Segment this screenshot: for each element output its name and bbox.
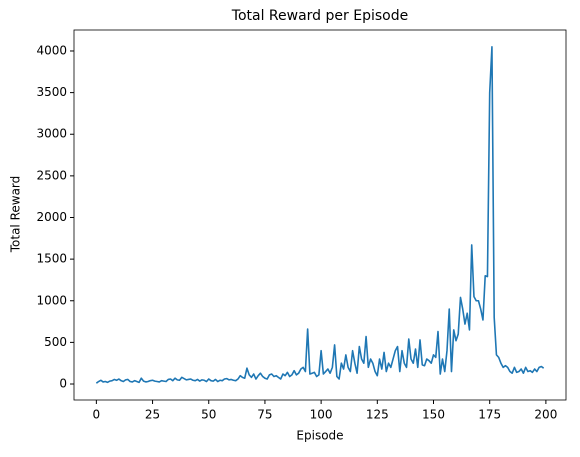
- y-tick-label: 0: [59, 377, 67, 391]
- y-tick-label: 1500: [36, 252, 67, 266]
- y-tick-label: 2000: [36, 210, 67, 224]
- y-tick-label: 3500: [36, 85, 67, 99]
- x-tick-label: 50: [201, 408, 216, 422]
- x-tick-label: 125: [366, 408, 389, 422]
- y-tick-label: 4000: [36, 43, 67, 57]
- x-tick-label: 25: [145, 408, 160, 422]
- y-tick-label: 2500: [36, 168, 67, 182]
- x-tick-label: 75: [257, 408, 272, 422]
- x-tick-label: 175: [478, 408, 501, 422]
- y-tick-label: 3000: [36, 127, 67, 141]
- y-tick-label: 1000: [36, 293, 67, 307]
- chart-title: Total Reward per Episode: [231, 8, 408, 24]
- x-tick-label: 100: [310, 408, 333, 422]
- x-tick-label: 0: [93, 408, 101, 422]
- y-tick-label: 500: [44, 335, 67, 349]
- plot-frame: [73, 29, 567, 401]
- x-axis-label: Episode: [296, 429, 343, 443]
- data-line: [95, 46, 545, 384]
- x-tick-label: 200: [534, 408, 557, 422]
- x-tick-label: 150: [422, 408, 445, 422]
- y-axis-label: Total Reward: [9, 176, 23, 254]
